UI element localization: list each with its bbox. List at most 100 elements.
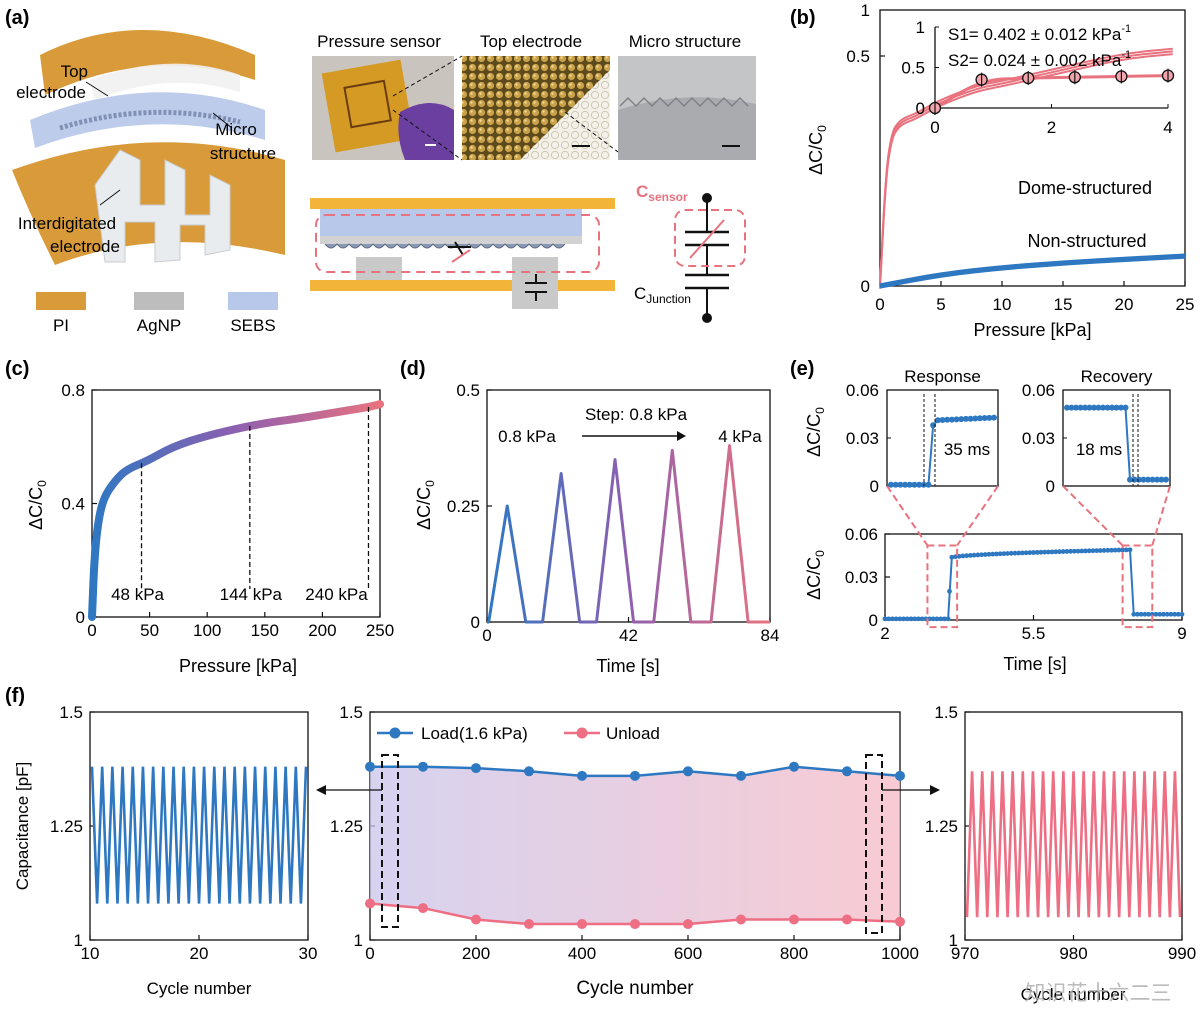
e-main-point xyxy=(1109,547,1114,553)
f-right-cycle-line xyxy=(965,771,1182,918)
f-mid-series-point-unload xyxy=(683,919,693,930)
f-mid-xtick-label: 800 xyxy=(780,944,808,963)
e-main-point xyxy=(1023,550,1029,556)
zoom-line-2 xyxy=(392,109,463,161)
b-plot-frame xyxy=(879,9,1186,287)
e-main-point xyxy=(938,616,944,622)
f-right-xlabel: Cycle number xyxy=(1021,985,1126,1004)
e-main-point xyxy=(945,616,951,622)
circuit-diagram xyxy=(674,193,746,323)
e-main-point xyxy=(1120,547,1125,553)
e-response-inset-point xyxy=(944,416,951,423)
e-main-point xyxy=(882,616,888,622)
chart-d: 0 42 84 0 0.25 0.5 Time [s] ΔC/C0 0.8 kPa Step: 0… xyxy=(414,381,779,676)
f-mid-series-point-unload xyxy=(365,898,375,909)
e-ytick-label: 0 xyxy=(869,611,878,630)
legend-swatch-sebs xyxy=(228,292,278,310)
photo-top-electrode xyxy=(462,56,610,160)
e-response-inset-frame xyxy=(886,389,999,487)
label-micro: Micro xyxy=(215,120,257,139)
f-left-ytick-label: 1.25 xyxy=(50,817,83,836)
e-main-point xyxy=(1135,611,1140,617)
micro-structure-pointer xyxy=(212,112,233,129)
b-xtick-label: 25 xyxy=(1176,295,1195,314)
c-annotation-label: 144 kPa xyxy=(220,585,283,604)
f-mid-series-point-unload xyxy=(471,914,481,925)
e-recovery-inset-ytick-label: 0 xyxy=(1046,477,1055,496)
e-main-point xyxy=(1079,548,1085,554)
f-mid-series-point-load xyxy=(577,770,587,781)
legend-label-pi: PI xyxy=(53,316,69,335)
e-recovery-inset-point xyxy=(1140,476,1147,483)
f-mid-xtick-label: 1000 xyxy=(881,944,919,963)
cs-sebs xyxy=(320,209,582,237)
f-mid-zoom-box-right xyxy=(865,754,883,934)
e-xtick-label: 9 xyxy=(1177,624,1186,643)
f-mid-series-point-unload xyxy=(418,903,428,914)
e-main-point xyxy=(1149,611,1155,617)
c-ylabel: ΔC/C0 xyxy=(26,480,49,530)
d-ytick-label: 0 xyxy=(471,613,480,632)
e-main-point xyxy=(1101,548,1107,553)
f-right-xtick-label: 990 xyxy=(1168,944,1196,963)
cross-section-schematic xyxy=(310,198,615,309)
e-main-point xyxy=(967,552,973,558)
e-zoom-connector xyxy=(886,485,929,547)
b-ylabel: ΔC/C0 xyxy=(806,125,829,175)
b-inset-s2-label: S2= 0.024 ± 0.002 kPa-1 xyxy=(948,49,1131,70)
f-mid-legend-label-load: Load(1.6 kPa) xyxy=(421,724,528,743)
cs-cap-symbol-a xyxy=(454,241,464,256)
interdigitated-pointer xyxy=(99,189,121,206)
legend-label-agnp: AgNP xyxy=(137,316,181,335)
e-response-inset-point xyxy=(902,481,909,488)
f-mid-series-point-load xyxy=(418,761,428,772)
e-response-inset-point xyxy=(958,416,965,423)
e-main-point xyxy=(897,616,903,622)
cs-electrode-1 xyxy=(356,257,402,280)
e-main-point xyxy=(1097,548,1103,553)
cs-top-pi xyxy=(310,198,615,209)
e-main-point xyxy=(919,616,925,622)
e-recovery-inset-title: Recovery xyxy=(1081,367,1153,386)
e-recovery-inset-ytick-label: 0.03 xyxy=(1022,429,1055,448)
d-xtick-label: 84 xyxy=(761,626,780,645)
e-main-point xyxy=(1057,549,1062,555)
f-right-ytick-label: 1.25 xyxy=(925,817,958,836)
f-mid-series-point-load xyxy=(524,766,534,777)
e-xtick-label: 5.5 xyxy=(1022,624,1046,643)
e-main-point xyxy=(1168,611,1174,617)
e-main-point xyxy=(947,588,952,594)
e-main-point xyxy=(960,553,966,559)
e-response-inset-point xyxy=(939,417,946,424)
device-stack-illustration xyxy=(12,30,285,265)
e-recovery-inset-time-label: 18 ms xyxy=(1076,440,1122,459)
photo-pressure-sensor xyxy=(312,56,454,160)
e-xlabel: Time [s] xyxy=(1003,654,1066,674)
b-series-line-non xyxy=(879,255,1186,289)
e-recovery-inset-frame xyxy=(1062,389,1171,487)
e-main-point xyxy=(1042,549,1048,555)
f-mid-xtick-label: 0 xyxy=(365,944,374,963)
top-pi-layer xyxy=(40,30,255,95)
f-left-xlabel: Cycle number xyxy=(147,979,252,998)
c-plot-frame xyxy=(91,389,381,618)
f-mid-series-point-load xyxy=(736,770,746,781)
d-ytick-label: 0.25 xyxy=(447,497,480,516)
b-xtick-label: 15 xyxy=(1054,295,1073,314)
panel-label-a: (a) xyxy=(5,7,29,29)
e-recovery-inset-point xyxy=(1104,404,1111,411)
f-left-cycle-line xyxy=(90,766,308,904)
e-response-inset-point xyxy=(897,481,904,488)
e-main-point xyxy=(1116,547,1122,553)
c-xtick-label: 0 xyxy=(87,621,96,640)
f-mid-series-point-load xyxy=(630,770,640,781)
c-xtick-label: 50 xyxy=(140,621,159,640)
e-main-point xyxy=(1131,611,1137,617)
chart-e: 2 5.5 9 0 0.03 0.06 Time [s] ΔC/C0 Response 0 0.03… xyxy=(804,367,1187,674)
e-main-point xyxy=(1090,548,1096,554)
d-xtick-label: 0 xyxy=(482,626,491,645)
f-mid-xtick-label: 400 xyxy=(568,944,596,963)
panel-label-d: (d) xyxy=(400,358,426,380)
e-response-inset-ytick-label: 0 xyxy=(870,477,879,496)
e-recovery-inset-point xyxy=(1109,404,1115,411)
